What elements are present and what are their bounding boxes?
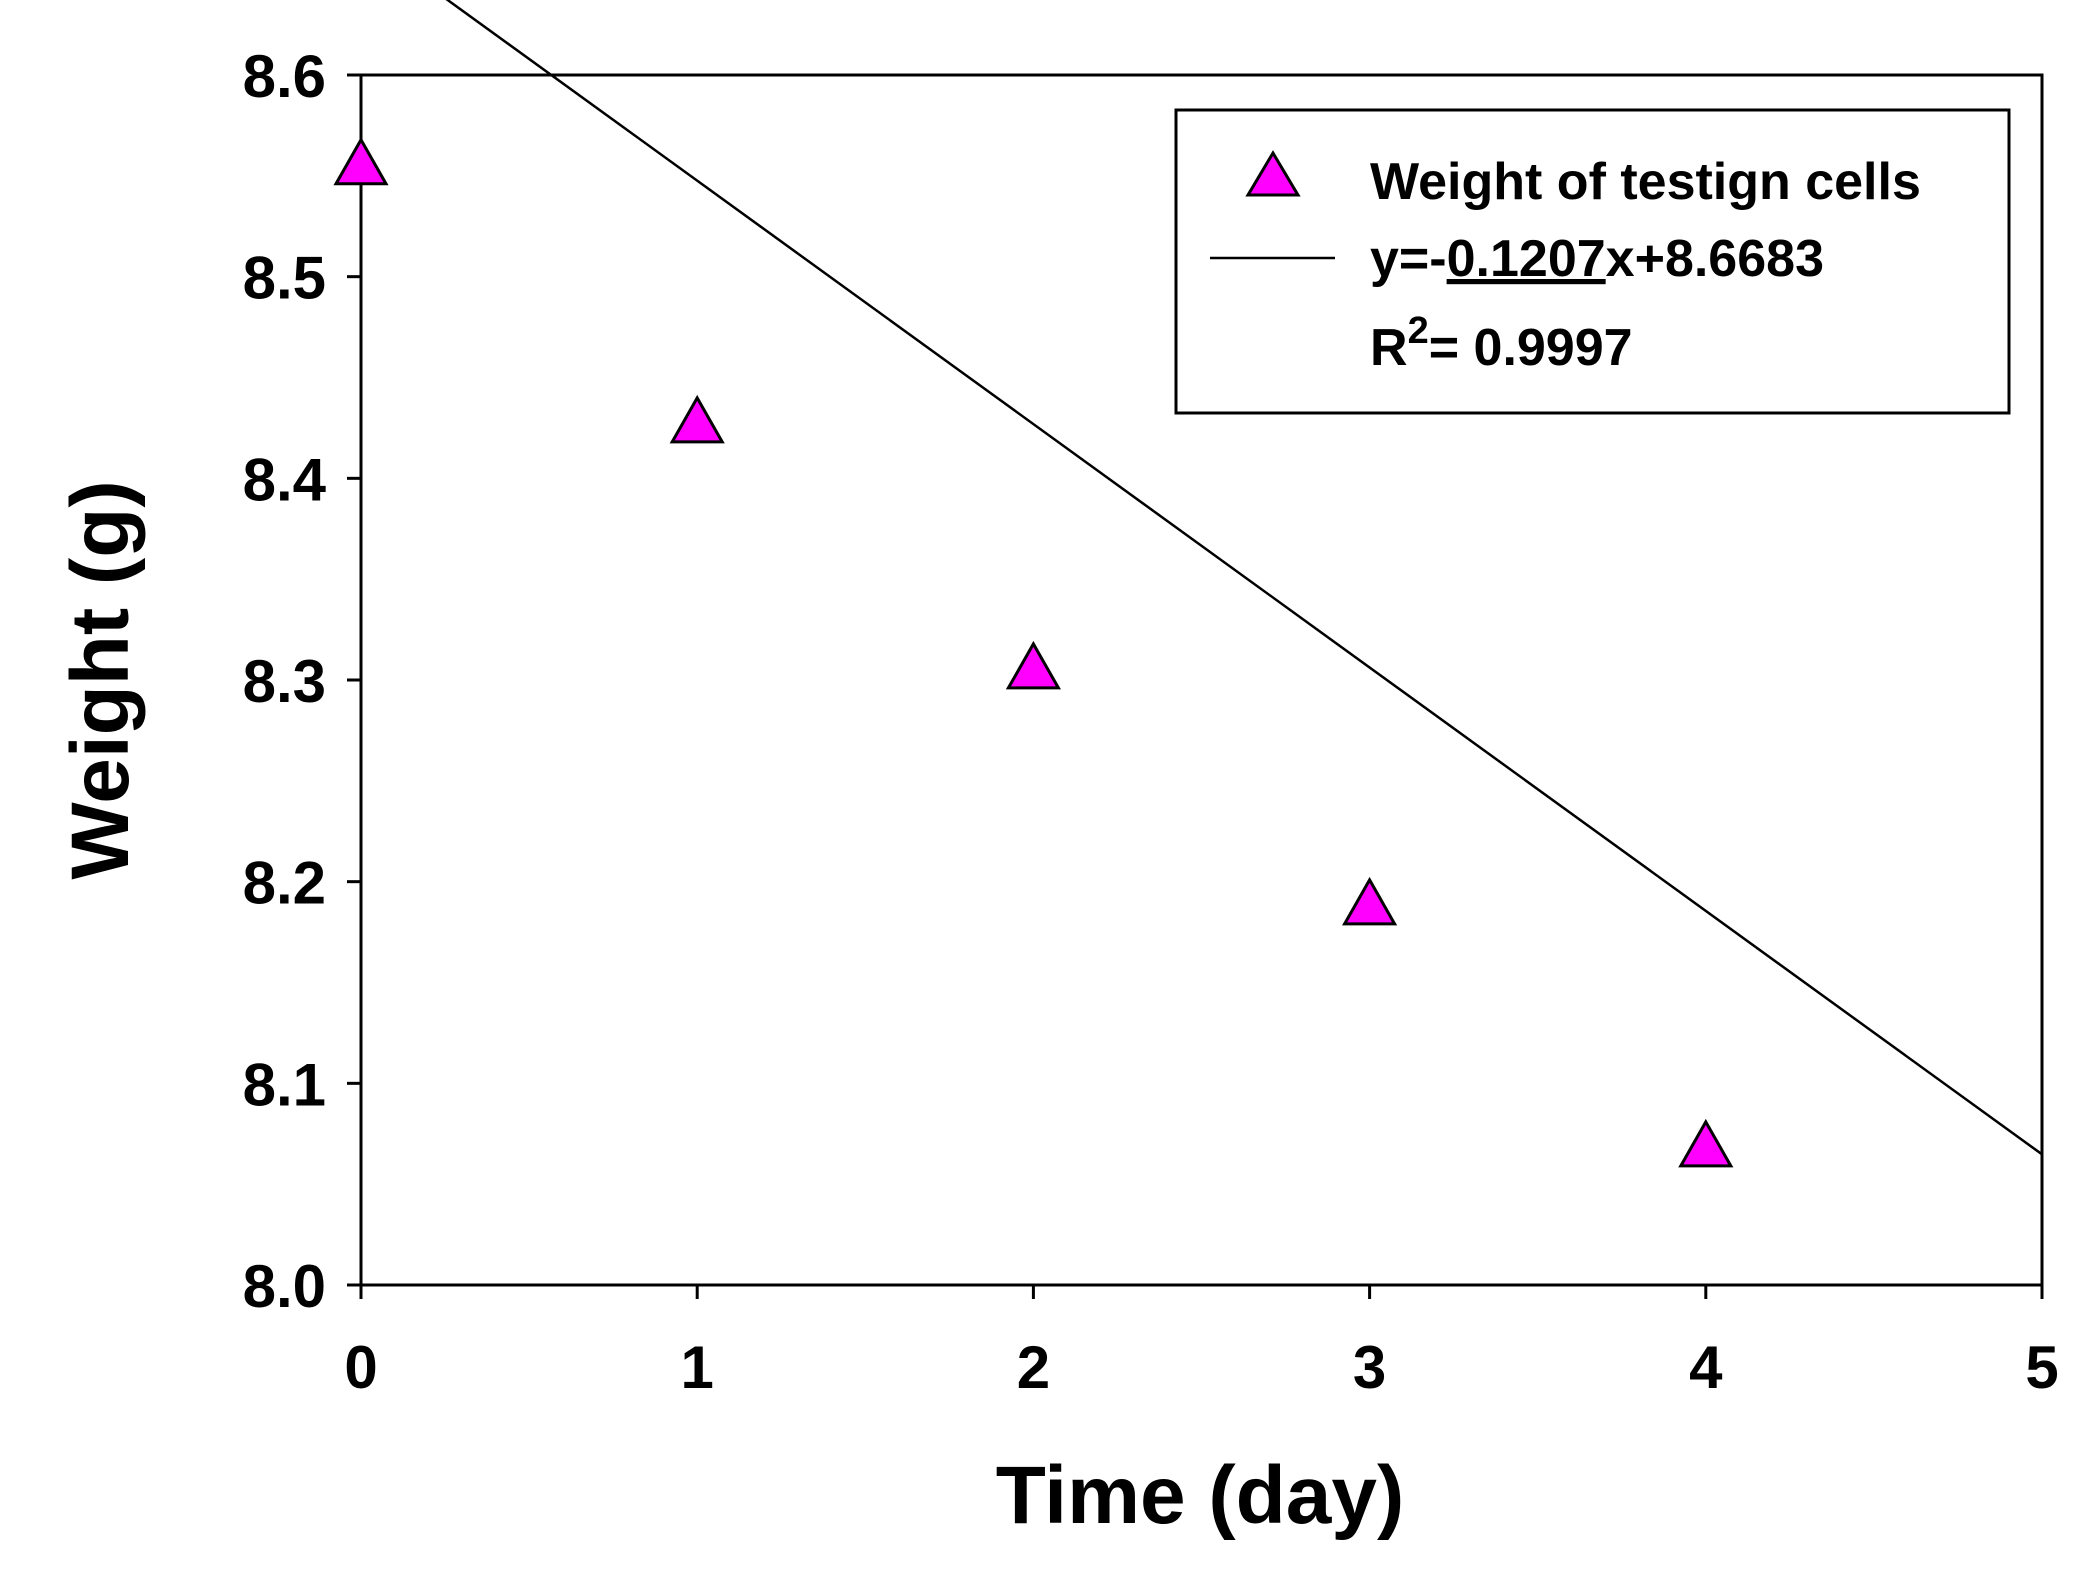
legend-r-squared: R2= 0.9997 [1370, 310, 1633, 377]
x-axis-title: Time (day) [996, 1450, 1405, 1541]
x-tick-label: 4 [1689, 1334, 1723, 1401]
y-tick-label: 8.1 [243, 1051, 326, 1118]
y-axis: 8.0 8.1 8.2 8.3 8.4 8.5 8.6 [243, 43, 361, 1320]
r2-label: R [1370, 319, 1408, 377]
legend-box [1174, 108, 2011, 415]
equation-slope: 0.1207 [1447, 230, 1606, 288]
x-tick-label: 5 [2025, 1334, 2058, 1401]
data-point-triangle [669, 394, 725, 444]
data-point-triangle [1678, 1118, 1734, 1168]
data-point-triangle [1342, 876, 1398, 926]
x-tick-label: 1 [681, 1334, 714, 1401]
x-tick-label: 3 [1353, 1334, 1386, 1401]
data-point-triangle [1005, 640, 1061, 690]
y-tick-label: 8.6 [243, 43, 326, 110]
y-tick-label: 8.4 [243, 446, 327, 513]
legend: Weight of testign cells y=-0.1207x+8.668… [1174, 108, 2011, 415]
data-point-triangle [333, 136, 389, 186]
y-tick-label: 8.3 [243, 648, 326, 715]
x-tick-label: 2 [1017, 1334, 1050, 1401]
y-axis-title: Weight (g) [55, 480, 146, 879]
regression-line [445, 0, 2043, 1156]
y-tick-label: 8.0 [243, 1253, 326, 1320]
legend-marker-triangle-icon [1245, 150, 1301, 197]
x-tick-label: 0 [344, 1334, 377, 1401]
legend-series-label: Weight of testign cells [1370, 153, 1921, 211]
r2-value: = 0.9997 [1429, 319, 1633, 377]
legend-fit-equation: y=-0.1207x+8.6683 [1370, 230, 1824, 288]
y-tick-label: 8.5 [243, 245, 326, 312]
data-points [333, 136, 1734, 1168]
x-axis: 0 1 2 3 4 5 [344, 1285, 2059, 1401]
y-tick-label: 8.2 [243, 850, 326, 917]
equation-suffix: x+8.6683 [1606, 230, 1824, 288]
equation-prefix: y=- [1370, 230, 1447, 288]
r2-exponent: 2 [1408, 310, 1429, 352]
